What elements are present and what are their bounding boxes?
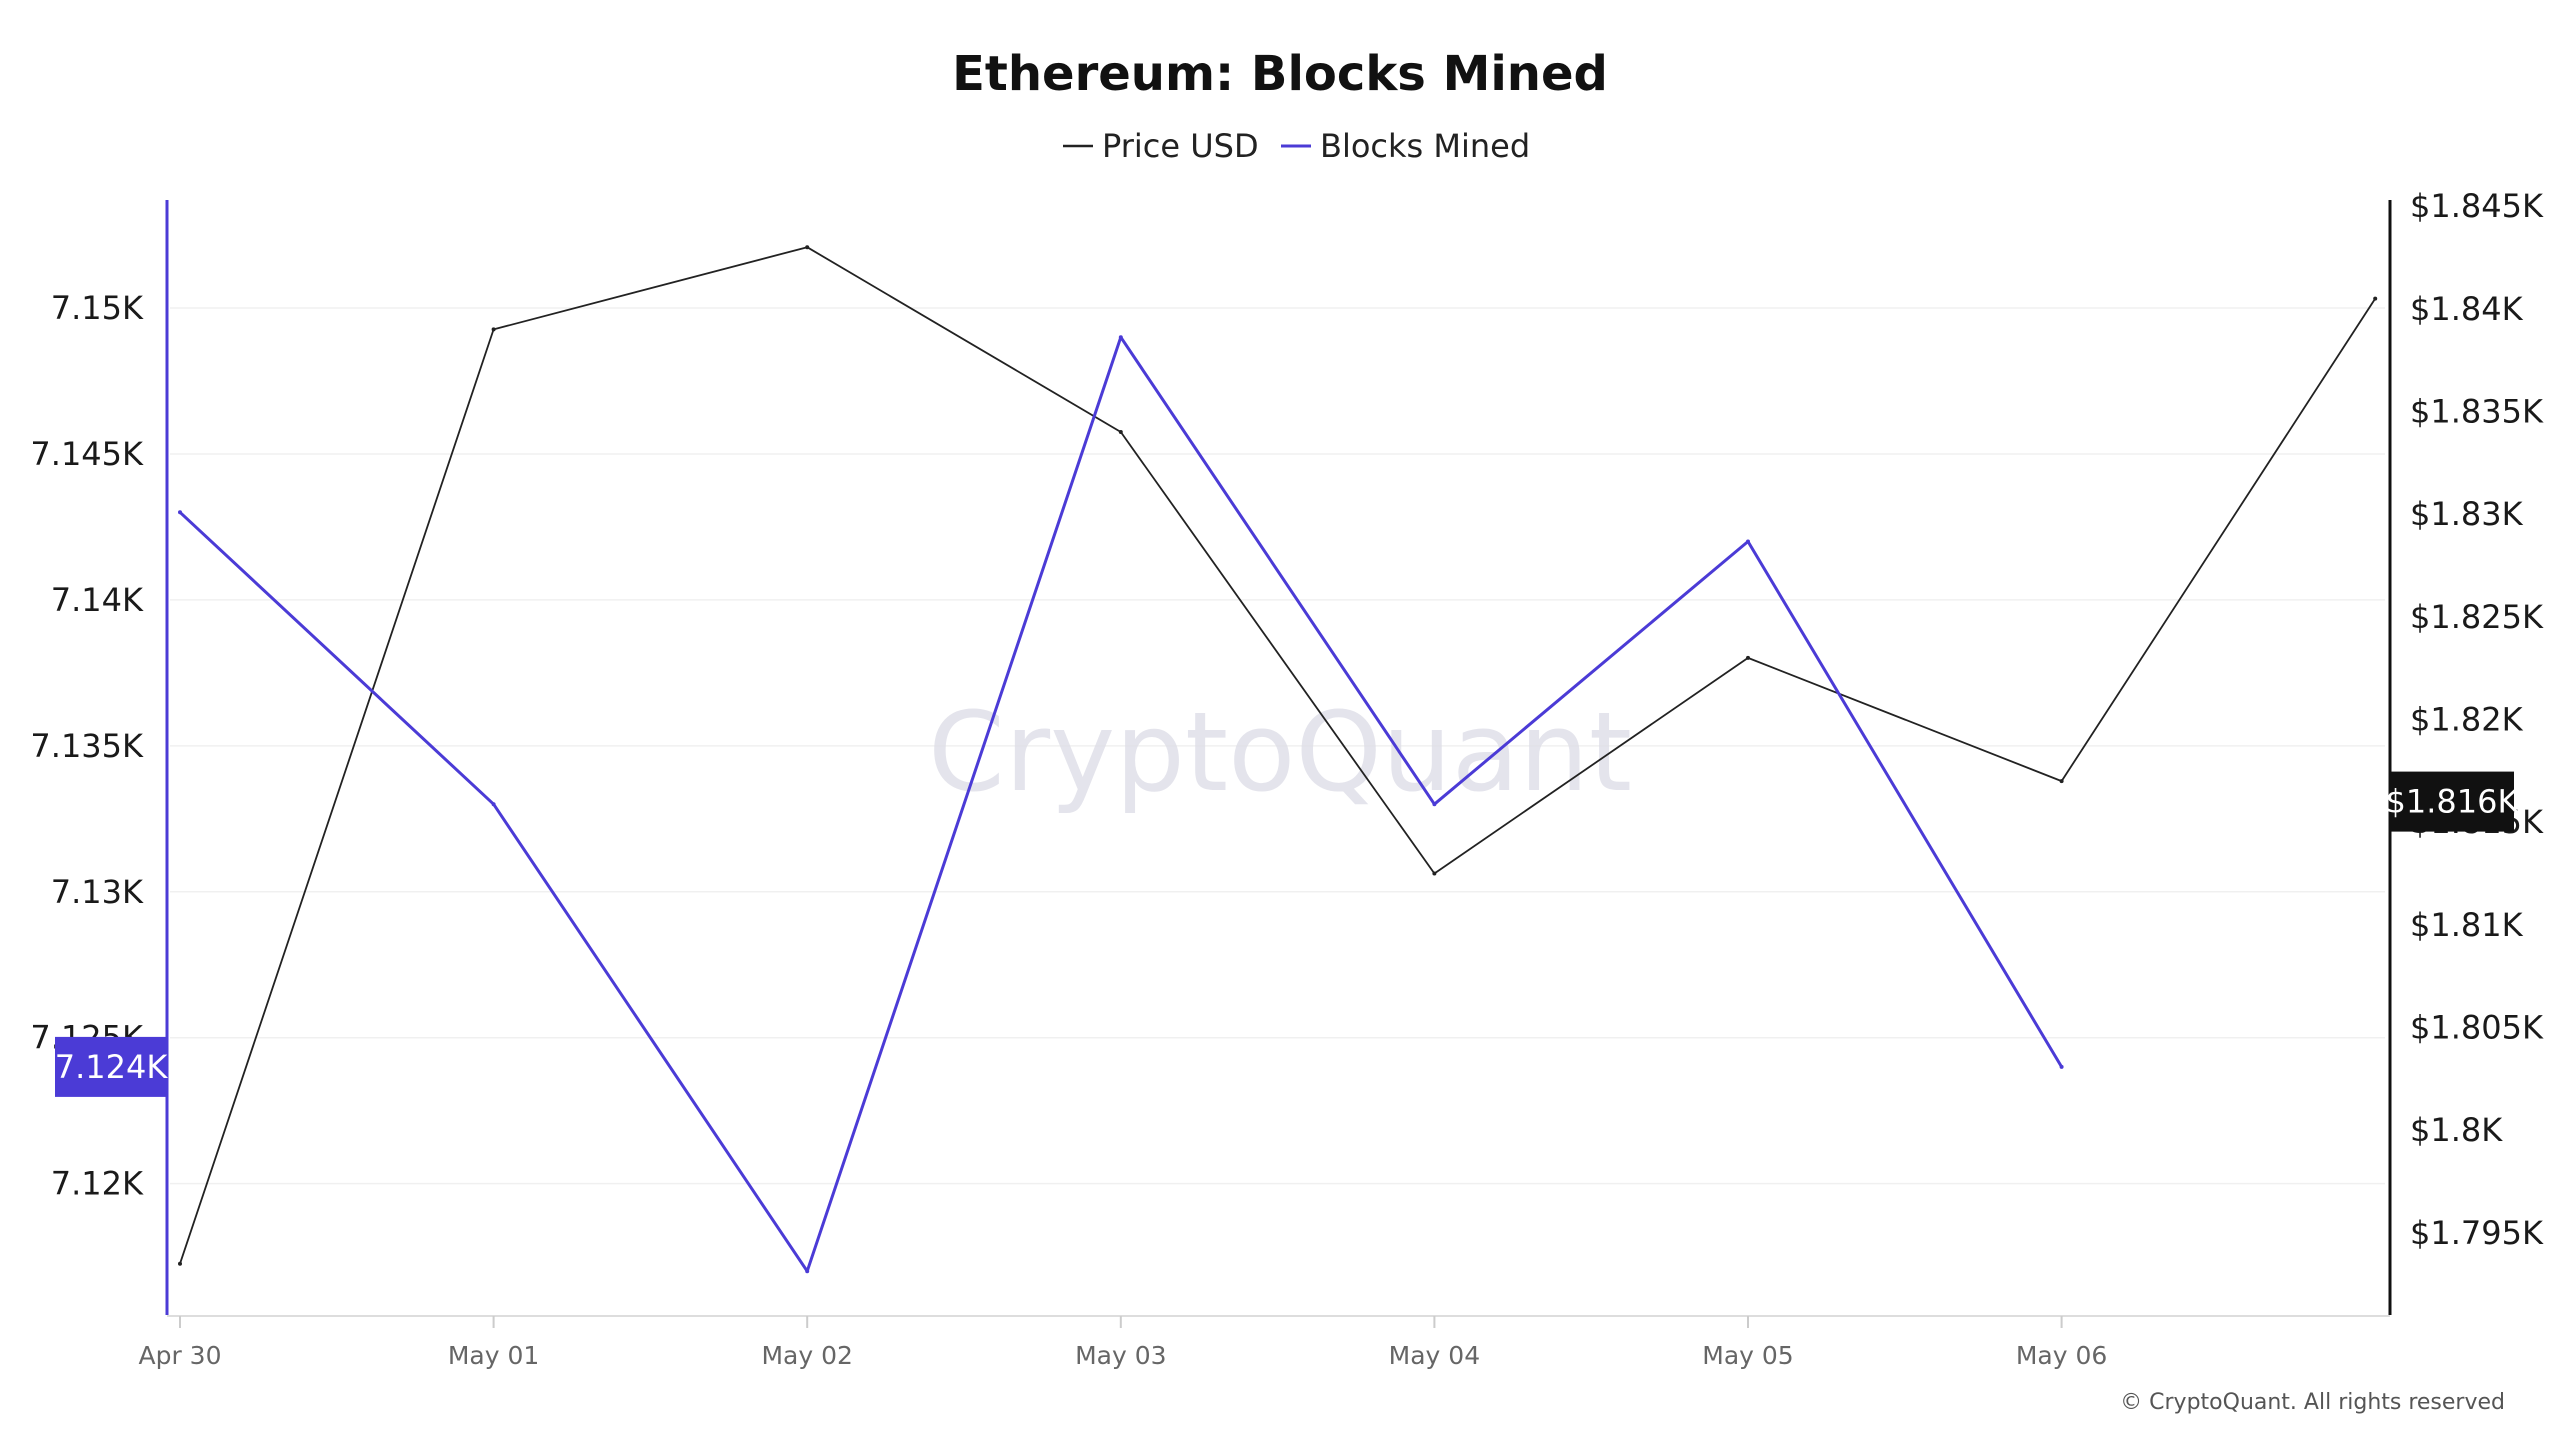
left-current-value-badge: 7.124K [55, 1036, 169, 1097]
right-tick-label: $1.84K [2410, 290, 2524, 328]
left-tick-label: 7.13K [51, 873, 144, 911]
right-current-value-badge: $1.816K [2386, 771, 2520, 832]
data-point-price-usd [1746, 655, 1750, 660]
data-point-price-usd [2059, 779, 2064, 784]
watermark: CryptoQuant [928, 688, 1632, 816]
data-point-blocks-mined [491, 802, 496, 807]
left-badge-background [55, 1036, 167, 1097]
x-axis-ticks: Apr 30 May 01 May 02 May 03 May 04 May 05 May … [138, 1316, 2107, 1370]
left-badge-label: 7.124K [55, 1048, 169, 1086]
right-badge-background [2390, 771, 2514, 832]
right-tick-label: $1.81K [2410, 906, 2524, 944]
right-badge-label: $1.816K [2386, 783, 2520, 821]
right-tick-label: $1.825K [2410, 598, 2544, 636]
gridlines [170, 307, 2385, 1185]
left-tick-label: 7.135K [30, 727, 144, 765]
right-axis-ticks: $1.845K $1.84K $1.835K $1.83K $1.825K $1.82K $… [2410, 187, 2544, 1252]
data-point-price-usd [805, 245, 810, 250]
data-point-blocks-mined [2059, 1064, 2064, 1069]
data-point-blocks-mined [178, 510, 182, 515]
left-tick-label: 7.12K [51, 1165, 144, 1203]
right-tick-label: $1.805K [2410, 1009, 2544, 1047]
legend-label-price-usd[interactable]: Price USD [1102, 127, 1259, 165]
data-point-price-usd [1118, 430, 1123, 434]
legend: Price USD Blocks Mined [1063, 127, 1530, 165]
right-tick-label: $1.83K [2410, 495, 2524, 533]
series [178, 245, 2378, 1274]
copyright: © CryptoQuant. All rights reserved [2120, 1390, 2505, 1415]
left-tick-label: 7.14K [51, 581, 144, 619]
right-tick-label: $1.845K [2410, 187, 2544, 225]
data-point-price-usd [1432, 871, 1437, 876]
x-tick-label: May 04 [1389, 1341, 1480, 1370]
data-point-blocks-mined [805, 1269, 810, 1274]
x-tick-label: May 02 [761, 1341, 852, 1370]
right-tick-label: $1.835K [2410, 393, 2544, 431]
legend-label-blocks-mined[interactable]: Blocks Mined [1320, 127, 1530, 165]
series-line-price-usd [179, 246, 2376, 1264]
right-tick-label: $1.8K [2410, 1111, 2503, 1149]
x-tick-label: May 01 [448, 1341, 539, 1370]
x-tick-label: May 06 [2016, 1341, 2107, 1370]
x-tick-label: Apr 30 [138, 1341, 221, 1370]
data-point-blocks-mined [1118, 335, 1123, 340]
data-point-blocks-mined [1746, 539, 1750, 544]
data-point-price-usd [491, 327, 496, 332]
data-point-price-usd [178, 1261, 182, 1266]
data-point-price-usd [2373, 296, 2378, 301]
x-tick-label: May 05 [1702, 1341, 1793, 1370]
right-tick-label: $1.82K [2410, 701, 2524, 739]
chart-title: Ethereum: Blocks Mined [952, 46, 1608, 102]
left-tick-label: 7.145K [30, 435, 144, 473]
data-point-blocks-mined [1432, 802, 1437, 807]
right-tick-label: $1.795K [2410, 1214, 2544, 1252]
x-tick-label: May 03 [1075, 1341, 1166, 1370]
left-tick-label: 7.15K [51, 289, 144, 327]
